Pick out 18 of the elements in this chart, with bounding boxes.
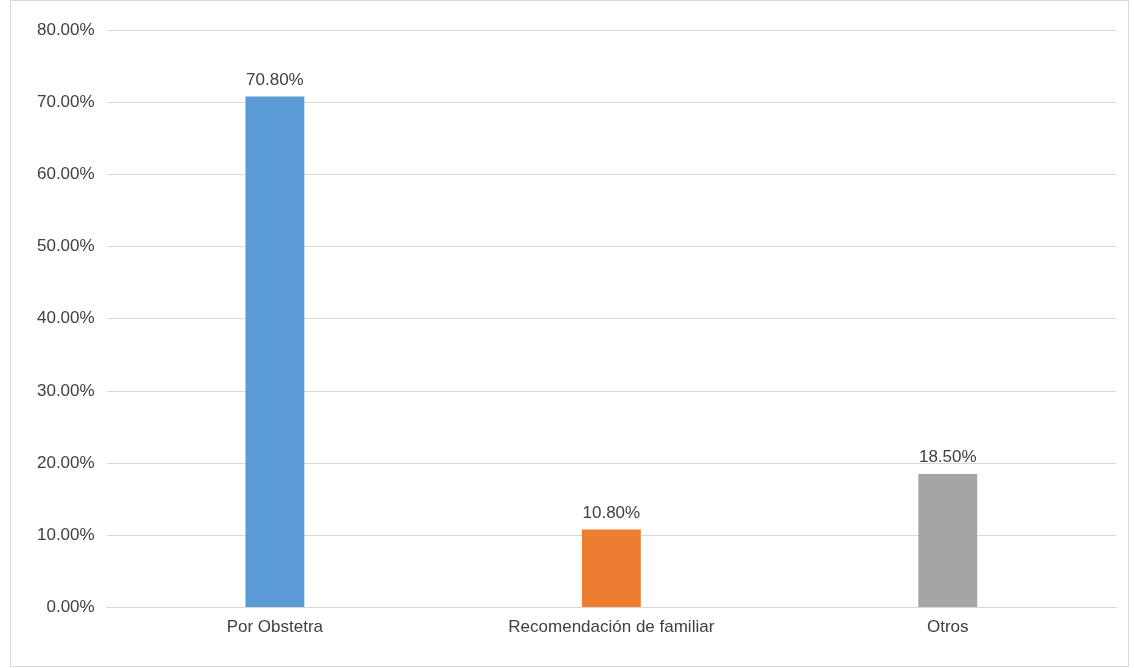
x-tick-label: Recomendación de familiar <box>508 617 715 637</box>
bar <box>581 529 641 608</box>
data-label: 10.80% <box>582 502 641 522</box>
y-tick-label: 40.00% <box>36 308 95 328</box>
bar <box>245 96 305 608</box>
x-tick-label: Otros <box>926 617 969 637</box>
y-tick-label: 80.00% <box>36 19 95 39</box>
y-tick-label: 30.00% <box>36 380 95 400</box>
x-tick-label: Por Obstetra <box>226 617 324 637</box>
data-label: 70.80% <box>246 69 304 89</box>
y-tick-label: 10.00% <box>36 525 95 545</box>
y-tick-label: 60.00% <box>36 164 95 184</box>
y-tick-label: 50.00% <box>36 236 95 256</box>
y-tick-label: 70.00% <box>36 91 95 111</box>
y-tick-label: 20.00% <box>36 452 95 472</box>
y-tick-label: 0.00% <box>46 597 95 617</box>
data-label: 18.50% <box>918 447 977 467</box>
bar <box>918 474 978 608</box>
